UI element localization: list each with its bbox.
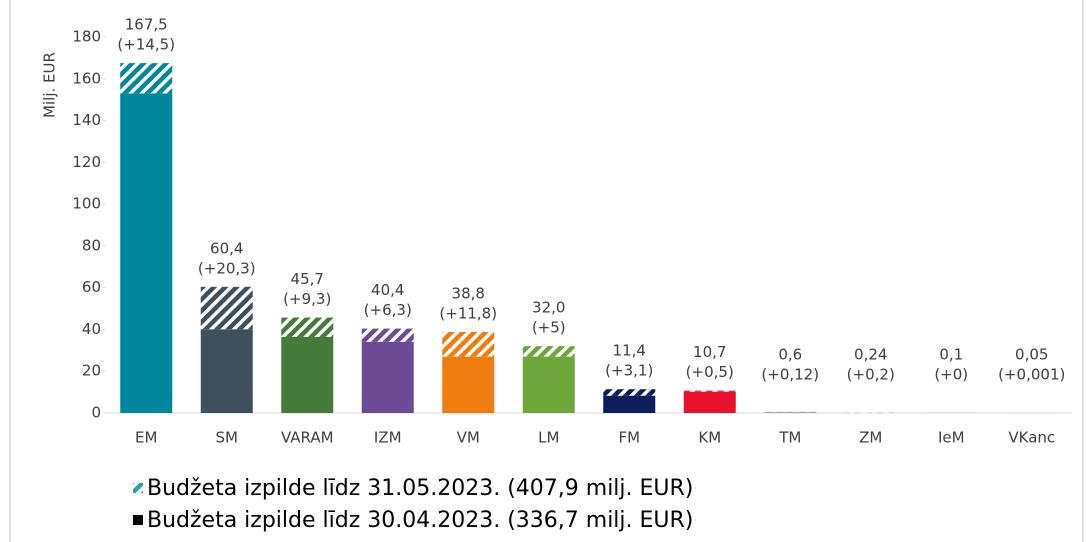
value-label: (+11,8): [439, 304, 497, 322]
y-tick-label: 180: [72, 28, 101, 46]
bar-segment: [683, 390, 736, 392]
total-label: 0,05: [1015, 346, 1048, 364]
value-label: (+9,3): [283, 290, 331, 308]
y-tick-label: 140: [72, 111, 101, 129]
total-label: 11,4: [613, 342, 646, 360]
bar-segment: [281, 317, 334, 337]
y-tick-label: 160: [72, 69, 101, 87]
legend-label: Budžeta izpilde līdz 30.04.2023. (336,7 …: [147, 508, 693, 533]
total-label: 167,5: [125, 16, 168, 34]
y-tick-label: 0: [91, 404, 101, 422]
bar-segment: [522, 356, 575, 413]
x-tick-label: TM: [778, 429, 801, 447]
x-tick-label: VKanc: [1008, 429, 1055, 447]
total-label: 0,6: [778, 346, 802, 364]
value-label: (+0,001): [998, 366, 1065, 384]
bar-segment: [442, 356, 495, 413]
y-tick-label: 80: [82, 236, 101, 254]
x-tick-label: SM: [216, 429, 238, 447]
bar-segment: [361, 328, 414, 342]
legend-swatch: [133, 515, 143, 525]
value-label: (+3,1): [605, 362, 653, 380]
value-label: (+0): [934, 366, 968, 384]
value-label: (+0,2): [847, 366, 895, 384]
bar-segment: [522, 346, 575, 357]
y-tick-label: 120: [72, 153, 101, 171]
total-label: 45,7: [291, 270, 324, 288]
bar-segment: [120, 63, 173, 94]
total-label: 10,7: [693, 343, 726, 361]
total-label: 60,4: [210, 239, 243, 257]
x-tick-label: KM: [698, 429, 721, 447]
x-tick-label: VM: [457, 429, 480, 447]
value-label: (+20,3): [198, 259, 256, 277]
total-label: 0,24: [854, 346, 887, 364]
x-tick-label: IZM: [374, 429, 402, 447]
value-label: (+6,3): [364, 301, 412, 319]
bar-segment: [200, 329, 253, 413]
x-tick-label: EM: [135, 429, 157, 447]
x-tick-label: FM: [618, 429, 640, 447]
bar-segment: [603, 389, 656, 396]
x-tick-label: LM: [538, 429, 559, 447]
bar-segment: [683, 391, 736, 413]
y-axis-label: Milj. EUR: [41, 52, 59, 118]
total-label: 0,1: [939, 346, 963, 364]
bar-segment: [603, 395, 656, 413]
value-label: (+0,12): [761, 366, 819, 384]
bar-segment: [442, 331, 495, 357]
y-tick-label: 60: [82, 278, 101, 296]
bar-segment: [764, 411, 817, 413]
bar-segment: [200, 286, 253, 330]
total-label: 38,8: [452, 284, 485, 302]
x-tick-label: VARAM: [281, 429, 334, 447]
y-tick-label: 100: [72, 195, 101, 213]
bar-segment: [361, 341, 414, 413]
value-label: (+0,5): [686, 363, 734, 381]
value-label: (+14,5): [117, 36, 175, 54]
x-tick-label: ZM: [859, 429, 882, 447]
legend-label: Budžeta izpilde līdz 31.05.2023. (407,9 …: [147, 476, 693, 501]
y-tick-label: 20: [82, 362, 101, 380]
bar-segment: [120, 93, 173, 414]
bar-segment: [281, 336, 334, 413]
x-tick-label: IeM: [938, 429, 965, 447]
value-label: (+5): [532, 319, 566, 337]
total-label: 40,4: [371, 281, 404, 299]
total-label: 32,0: [532, 299, 565, 317]
legend-swatch: [133, 483, 143, 493]
y-tick-label: 40: [82, 320, 101, 338]
